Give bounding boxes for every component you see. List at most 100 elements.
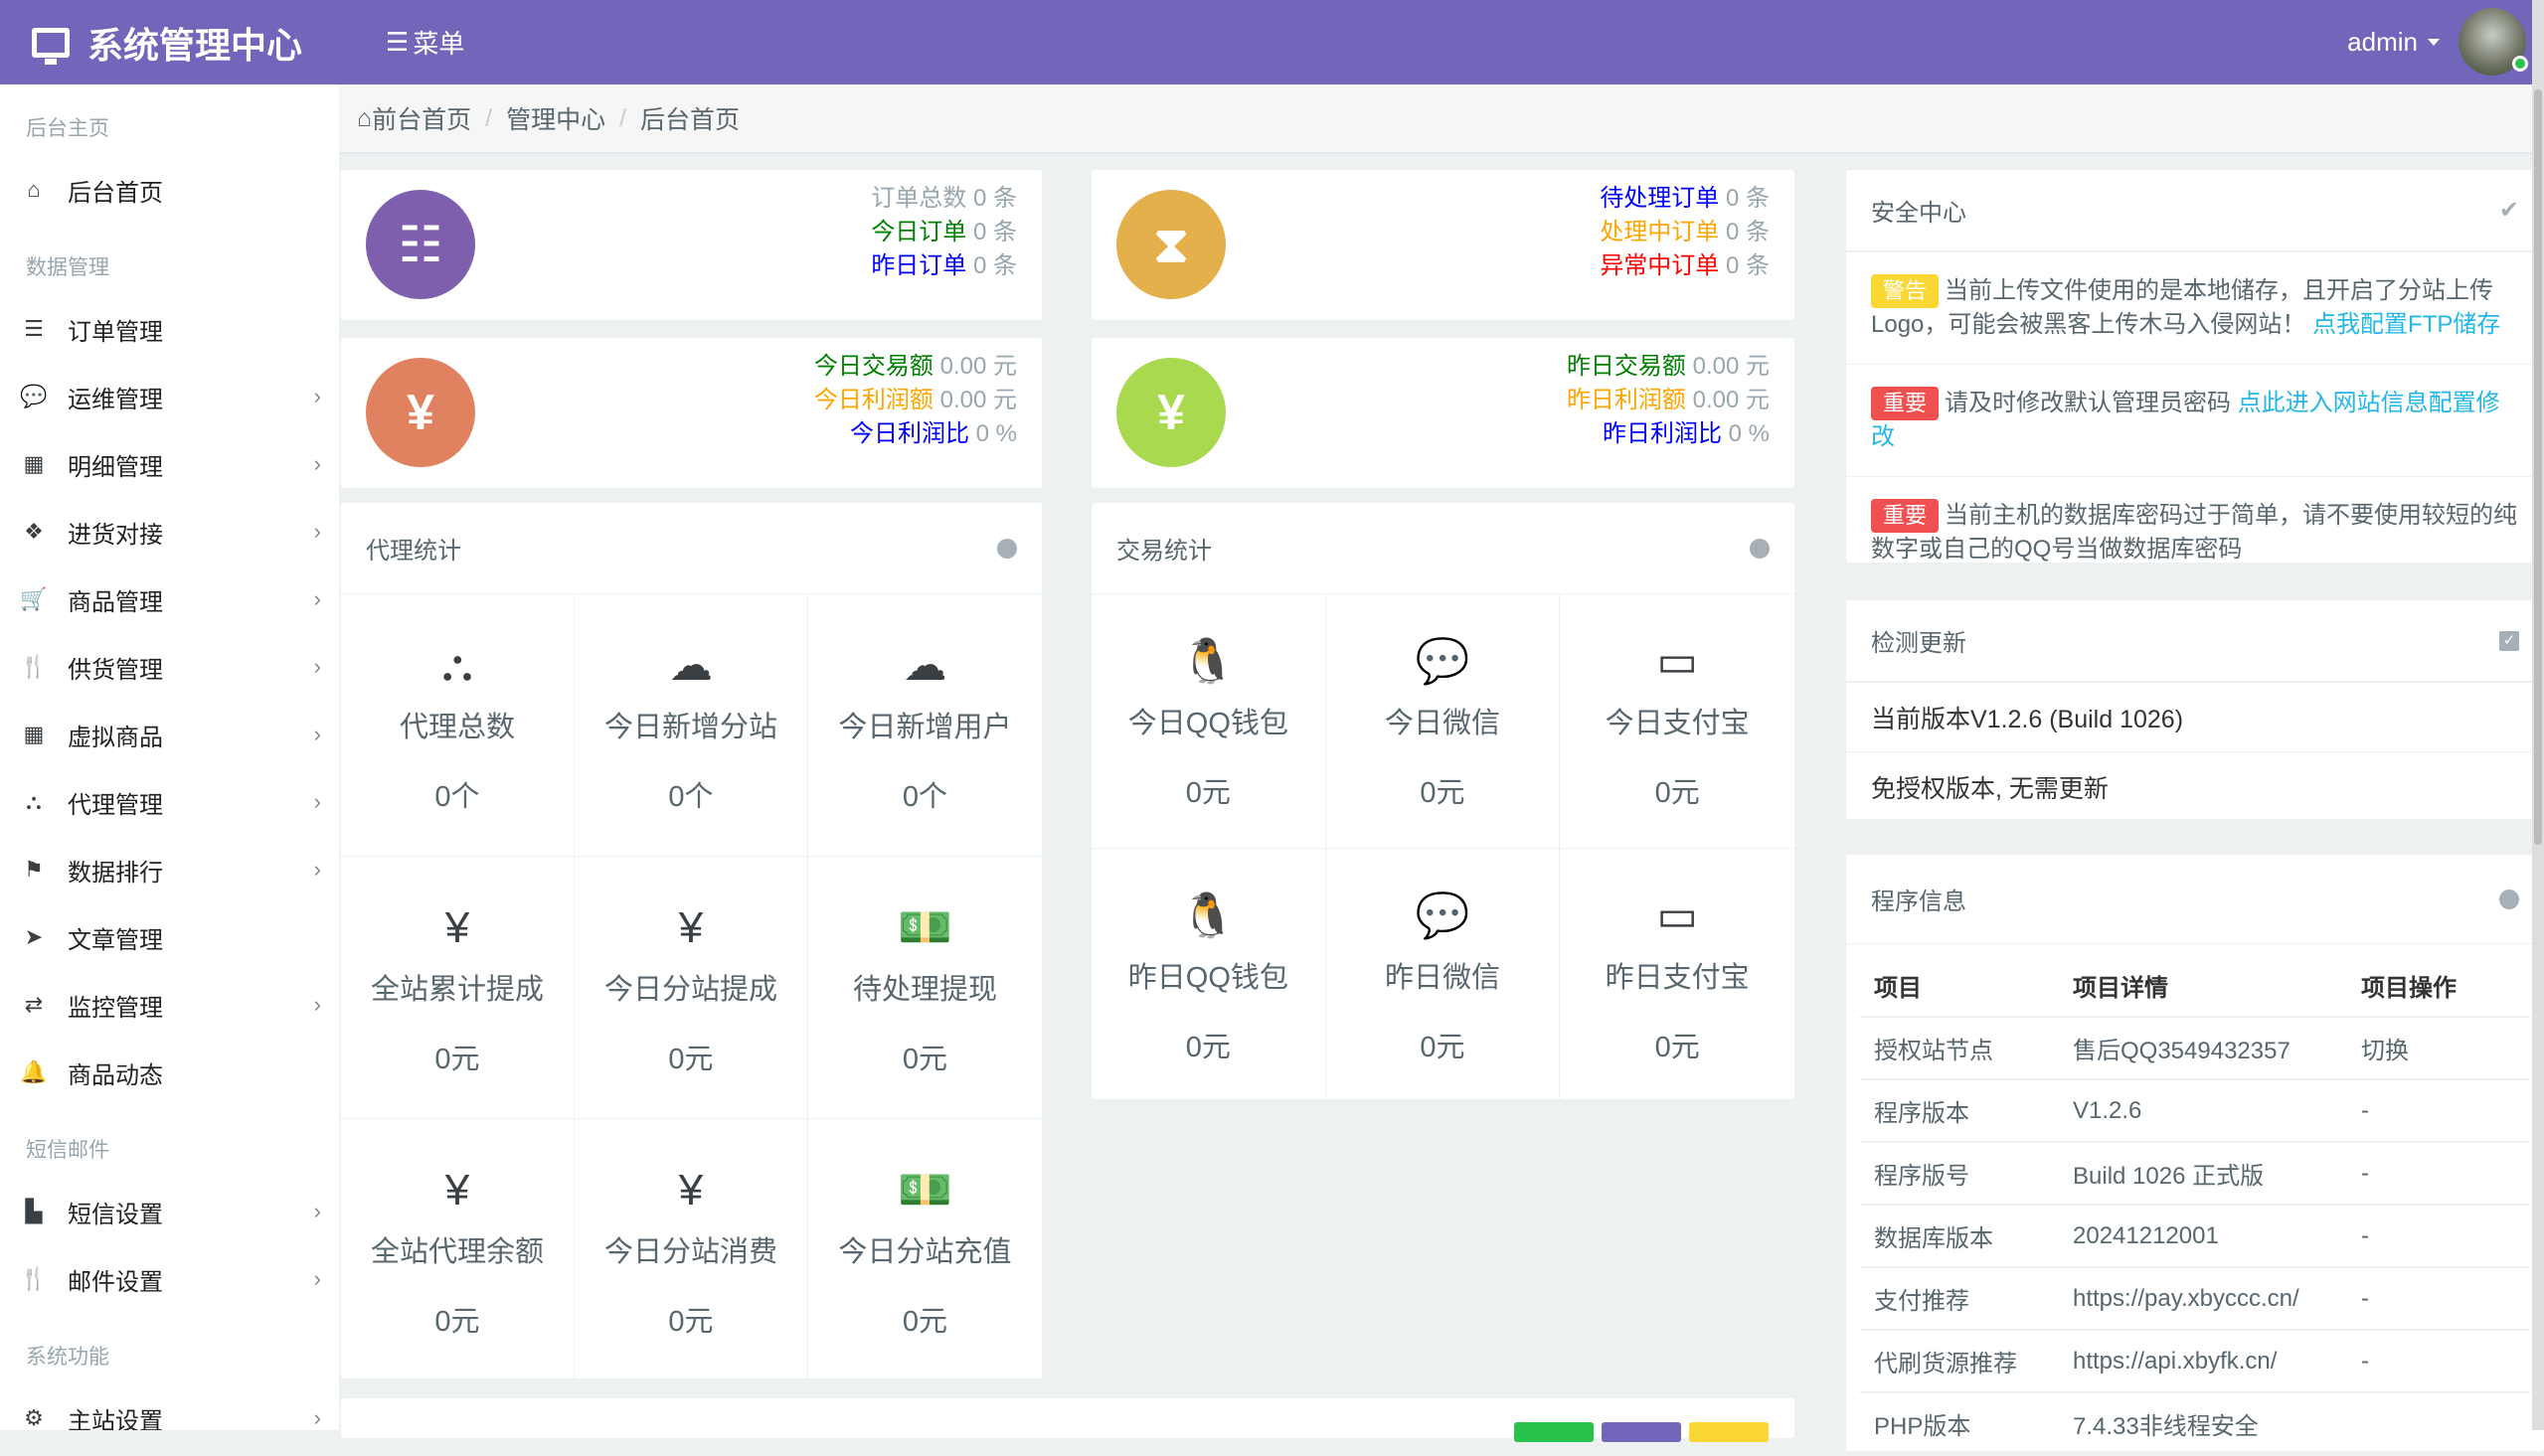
yen-icon: ¥ — [366, 358, 475, 467]
sidebar-item[interactable]: 🔔 商品动态 — [0, 1039, 339, 1106]
row-action: - — [2347, 1079, 2530, 1143]
summary-value: 0 条 — [972, 185, 1017, 212]
yen-icon: ¥ — [1116, 358, 1226, 467]
summary-line: 昨日利润比 0 % — [1567, 417, 1770, 451]
yen-icon: ¥ — [444, 1166, 470, 1214]
summary-lines: 今日交易额 0.00 元今日利润额 0.00 元今日利润比 0 % — [814, 350, 1017, 451]
stat-cell: 🐧 今日QQ钱包 0元 — [1092, 594, 1326, 849]
summary-lines: 待处理订单 0 条处理中订单 0 条异常中订单 0 条 — [1600, 182, 1770, 283]
sidebar-item-label: 明细管理 — [68, 453, 163, 481]
stat-cell: 💵 今日分站充值 0元 — [808, 1119, 1042, 1381]
panel-button[interactable] — [1602, 1422, 1681, 1442]
summary-value: 0 条 — [972, 252, 1017, 279]
stat-label: 昨日QQ钱包 — [1127, 962, 1288, 994]
summary-label: 今日交易额 — [813, 353, 933, 380]
sidebar-item[interactable]: 🍴 供货管理 › — [0, 633, 339, 701]
table-row: 程序版本 V1.2.6- — [1860, 1079, 2530, 1143]
cart-icon: 🛒 — [20, 586, 48, 611]
stat-cell: ¥ 今日分站提成 0元 — [575, 857, 808, 1119]
program-info-panel: 程序信息 项目 项目详情 项目操作 授权站节点 售后QQ3549432357 切换 程序版本… — [1846, 855, 2544, 1456]
table-cell: PHP版本 — [1860, 1392, 2059, 1456]
sidebar-item[interactable]: ⇄ 监控管理 › — [0, 971, 339, 1039]
avatar[interactable] — [2459, 8, 2528, 76]
sidebar-item[interactable]: ⚑ 数据排行 › — [0, 836, 339, 903]
breadcrumb-home[interactable]: 前台首页 — [372, 106, 472, 134]
chevron-right-icon: › — [313, 384, 321, 408]
chevron-right-icon: › — [313, 586, 321, 611]
summary-label: 昨日利润额 — [1566, 387, 1686, 413]
user-dropdown[interactable]: admin — [2347, 0, 2440, 84]
menu-toggle-button[interactable]: ☰ 菜单 — [386, 0, 464, 84]
panel-button[interactable] — [1689, 1422, 1769, 1442]
sidebar-item[interactable]: ➤ 文章管理 — [0, 903, 339, 971]
sidebar-item[interactable]: ☰ 订单管理 — [0, 295, 339, 363]
sidebar-item-label: 进货对接 — [68, 521, 163, 549]
page-scrollbar[interactable] — [2532, 0, 2544, 1430]
summary-line: 今日利润额 0.00 元 — [814, 384, 1017, 417]
sidebar-item[interactable]: ⛬ 代理管理 › — [0, 768, 339, 836]
sidebar-item[interactable]: 💬 运维管理 › — [0, 363, 339, 430]
security-center-panel: 安全中心 ✔ 警告 当前上传文件使用的是本地储存，且开启了分站上传Logo，可能会被… — [1846, 170, 2544, 563]
table-cell: https://pay.xbyccc.cn/ — [2059, 1267, 2347, 1331]
summary-line: 今日交易额 0.00 元 — [814, 350, 1017, 384]
qq-icon: 🐧 — [1180, 891, 1236, 940]
stat-cell: ⛬ 代理总数 0个 — [341, 594, 575, 857]
panel-title: 检测更新 — [1871, 630, 1966, 657]
table-cell: 20241212001 — [2059, 1205, 2347, 1268]
panel-button[interactable] — [1514, 1422, 1594, 1442]
sidebar-item[interactable]: ▦ 虚拟商品 › — [0, 701, 339, 768]
row-action: - — [2347, 1142, 2530, 1206]
cloud-icon: ☁ — [903, 641, 947, 690]
nav-section-header: 系统功能 — [26, 1346, 109, 1369]
table-cell: 数据库版本 — [1860, 1205, 2059, 1268]
table-row: 支付推荐 https://pay.xbyccc.cn/- — [1860, 1267, 2530, 1331]
sidebar-item-label: 文章管理 — [68, 926, 163, 954]
summary-lines: 昨日交易额 0.00 元昨日利润额 0.00 元昨日利润比 0 % — [1567, 350, 1770, 451]
stat-cell: 💵 待处理提现 0元 — [808, 857, 1042, 1119]
stat-label: 待处理提现 — [852, 974, 997, 1006]
alert-link[interactable]: 点我配置FTP储存 — [2312, 311, 2501, 338]
alert-badge: 重要 — [1871, 499, 1940, 533]
summary-label: 今日订单 — [871, 219, 967, 245]
summary-line: 今日订单 0 条 — [871, 216, 1017, 249]
stat-value: 0个 — [668, 781, 714, 813]
chevron-right-icon: › — [313, 1199, 321, 1223]
sidebar-item[interactable]: ⌂ 后台首页 — [0, 156, 339, 224]
summary-value: 0.00 元 — [1692, 387, 1770, 413]
summary-line: 今日利润比 0 % — [814, 417, 1017, 451]
update-check-panel: 检测更新 ✓ 当前版本V1.2.6 (Build 1026) 免授权版本, 无需更… — [1846, 600, 2544, 819]
table-cell: Build 1026 正式版 — [2059, 1142, 2347, 1206]
calendar-icon: ▦ — [23, 451, 45, 476]
checkbox-icon[interactable]: ✓ — [2499, 630, 2519, 651]
stat-value: 0元 — [1185, 777, 1231, 809]
brand[interactable]: 系统管理中心 — [32, 0, 302, 84]
alert-link[interactable]: 点此进入网站信息配置修改 — [1871, 390, 2500, 450]
sidebar-item[interactable]: ⚙ 主站设置 › — [0, 1384, 339, 1430]
stat-label: 今日新增用户 — [838, 712, 1012, 743]
sidebar-item-label: 虚拟商品 — [68, 724, 163, 751]
cutlery-icon: 🍴 — [20, 654, 48, 679]
summary-value: 0 % — [975, 420, 1017, 447]
breadcrumb-admin[interactable]: 管理中心 — [506, 106, 606, 134]
stat-label: 昨日微信 — [1384, 962, 1500, 994]
sidebar-item-label: 监控管理 — [68, 994, 163, 1022]
status-dot — [997, 538, 1017, 559]
summary-line: 昨日利润额 0.00 元 — [1567, 384, 1770, 417]
flag-icon: ⚑ — [24, 857, 44, 882]
summary-line: 昨日订单 0 条 — [871, 249, 1017, 283]
table-cell: V1.2.6 — [2059, 1079, 2347, 1143]
industry-icon: ▙ — [25, 1199, 43, 1223]
alert-badge: 重要 — [1871, 387, 1940, 420]
sidebar-item[interactable]: 🍴 邮件设置 › — [0, 1245, 339, 1313]
sidebar-item[interactable]: ❖ 进货对接 › — [0, 498, 339, 566]
current-version: 当前版本V1.2.6 (Build 1026) — [1846, 682, 2544, 751]
scrollbar-thumb[interactable] — [2534, 89, 2542, 845]
summary-label: 异常中订单 — [1600, 252, 1720, 279]
chevron-right-icon: › — [313, 654, 321, 679]
sidebar-item[interactable]: ▦ 明细管理 › — [0, 430, 339, 498]
summary-label: 订单总数 — [871, 185, 967, 212]
row-action[interactable]: 切换 — [2347, 1017, 2530, 1080]
sidebar-item[interactable]: 🛒 商品管理 › — [0, 566, 339, 633]
security-alert: 警告 当前上传文件使用的是本地储存，且开启了分站上传Logo，可能会被黑客上传木马… — [1846, 251, 2544, 364]
sidebar-item[interactable]: ▙ 短信设置 › — [0, 1178, 339, 1245]
